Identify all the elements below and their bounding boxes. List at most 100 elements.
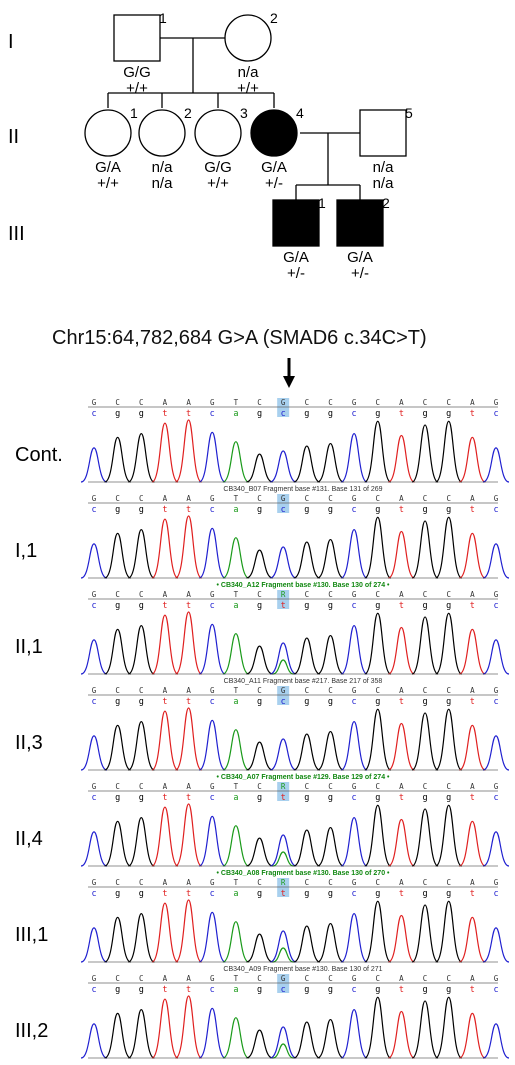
base-call-lower: g [139, 409, 144, 419]
base-call-upper: C [139, 494, 144, 503]
member-status: +/+ [97, 175, 119, 192]
trace-peak [198, 527, 226, 579]
member-number: 2 [270, 10, 278, 26]
base-call-upper: C [376, 590, 381, 599]
base-call-upper: G [494, 878, 499, 887]
female-symbol [138, 109, 186, 157]
base-call-lower: c [281, 697, 286, 707]
base-call-upper: C [423, 782, 428, 791]
base-call-upper: C [115, 974, 120, 983]
base-call-lower: t [399, 409, 404, 419]
base-call-lower: t [162, 889, 167, 899]
trace-peak [269, 546, 297, 579]
trace-peak [435, 996, 463, 1059]
member-genotype: n/a [238, 64, 260, 81]
base-call-lower: t [281, 601, 286, 611]
pedigree-member-I-1: 1 G/G+/+ [113, 10, 167, 97]
trace-peak [482, 543, 510, 579]
base-call-upper: A [470, 590, 475, 599]
base-call-upper: A [399, 686, 404, 695]
base-call-upper: C [305, 590, 310, 599]
base-call-upper: C [257, 782, 262, 791]
variant-highlight [277, 782, 290, 801]
base-call-upper: A [399, 878, 404, 887]
fragment-info: CB340_A09 Fragment base #130. Base 130 o… [223, 966, 382, 973]
base-call-upper: G [281, 974, 286, 983]
trace-peak [175, 899, 203, 963]
secondary-trace-peak [272, 1043, 294, 1059]
base-call-upper: G [210, 974, 215, 983]
trace-peak [198, 911, 226, 963]
base-call-upper: C [305, 686, 310, 695]
base-call-upper: C [305, 782, 310, 791]
trace-peak [151, 518, 179, 579]
base-call-lower: t [470, 697, 475, 707]
trace-peak [246, 837, 273, 867]
trace-peak [127, 433, 155, 483]
base-call-lower: g [139, 697, 144, 707]
trace-peak [340, 433, 368, 483]
trace-peak [482, 447, 510, 483]
base-call-upper: C [376, 974, 381, 983]
member-status: +/- [351, 265, 369, 282]
trace-peak [246, 741, 273, 771]
fragment-info: CB340_B07 Fragment base #131. Base 131 o… [223, 486, 382, 493]
base-call-lower: g [422, 601, 427, 611]
variant-highlight [277, 878, 290, 897]
base-call-upper: C [257, 398, 262, 407]
base-call-upper: C [423, 974, 428, 983]
base-call-lower: a [233, 409, 238, 419]
base-call-upper: A [163, 878, 168, 887]
base-call-lower: t [399, 601, 404, 611]
trace-peak [411, 712, 439, 771]
base-call-upper: A [186, 782, 191, 791]
member-genotype: n/a [373, 159, 395, 176]
base-call-upper: A [163, 686, 168, 695]
base-call-lower: t [162, 697, 167, 707]
pedigree-member-II-5: 5 n/an/a [359, 105, 413, 192]
base-call-upper: C [328, 974, 333, 983]
base-call-lower: g [257, 697, 262, 707]
base-call-lower: c [210, 505, 215, 515]
affected-male-symbol [272, 199, 320, 247]
trace-peak [151, 614, 179, 675]
trace-peak [269, 834, 297, 867]
base-call-upper: C [328, 590, 333, 599]
trace-peak [246, 549, 273, 579]
base-call-lower: t [162, 601, 167, 611]
base-call-upper: G [92, 398, 97, 407]
base-call-lower: c [352, 889, 357, 899]
trace-peak [317, 730, 344, 771]
base-call-lower: a [233, 697, 238, 707]
trace-peak [127, 817, 155, 867]
base-call-lower: t [186, 505, 191, 515]
base-call-upper: G [210, 398, 215, 407]
base-call-upper: A [399, 398, 404, 407]
member-status: n/a [373, 175, 395, 192]
base-call-lower: a [233, 601, 238, 611]
member-genotype: G/A [283, 249, 309, 266]
variant-highlight [277, 590, 290, 609]
trace-peak [317, 634, 344, 675]
base-call-lower: g [257, 793, 262, 803]
trace-peak [104, 916, 131, 963]
secondary-trace-peak [272, 659, 294, 675]
base-call-lower: g [422, 985, 427, 995]
affected-female-symbol [250, 109, 298, 157]
trace-peak [175, 515, 203, 579]
trace-peak [411, 904, 439, 963]
base-call-upper: C [305, 398, 310, 407]
trace-peak [388, 1010, 415, 1059]
base-call-lower: t [281, 793, 286, 803]
base-call-upper: C [376, 878, 381, 887]
base-call-upper: G [92, 590, 97, 599]
base-call-lower: g [115, 601, 120, 611]
trace-peak [482, 927, 510, 963]
base-call-lower: c [91, 889, 96, 899]
base-call-upper: G [352, 398, 357, 407]
trace-peak [127, 913, 155, 963]
trace-peak [80, 639, 108, 675]
base-call-lower: c [352, 697, 357, 707]
base-call-upper: C [376, 686, 381, 695]
trace-peak [340, 529, 368, 579]
